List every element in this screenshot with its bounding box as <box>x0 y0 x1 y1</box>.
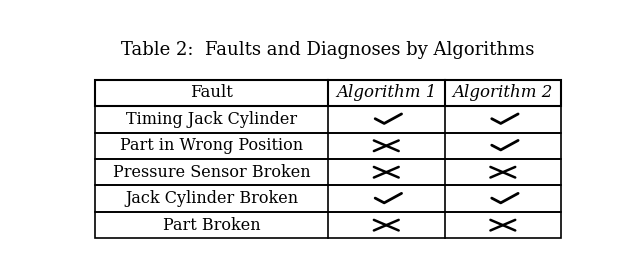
Text: Part Broken: Part Broken <box>163 217 260 234</box>
Text: Algorithm 1: Algorithm 1 <box>336 84 436 101</box>
Bar <box>95 212 561 238</box>
Bar <box>95 185 561 212</box>
Bar <box>95 159 561 185</box>
Text: Part in Wrong Position: Part in Wrong Position <box>120 137 303 154</box>
Text: Pressure Sensor Broken: Pressure Sensor Broken <box>113 164 310 181</box>
Text: Jack Cylinder Broken: Jack Cylinder Broken <box>125 190 298 207</box>
Text: Algorithm 2: Algorithm 2 <box>452 84 553 101</box>
Text: Table 2:  Faults and Diagnoses by Algorithms: Table 2: Faults and Diagnoses by Algorit… <box>122 42 534 59</box>
Text: Timing Jack Cylinder: Timing Jack Cylinder <box>126 111 297 128</box>
Text: Fault: Fault <box>190 84 233 101</box>
Bar <box>95 79 561 106</box>
Bar <box>95 106 561 133</box>
Bar <box>95 133 561 159</box>
